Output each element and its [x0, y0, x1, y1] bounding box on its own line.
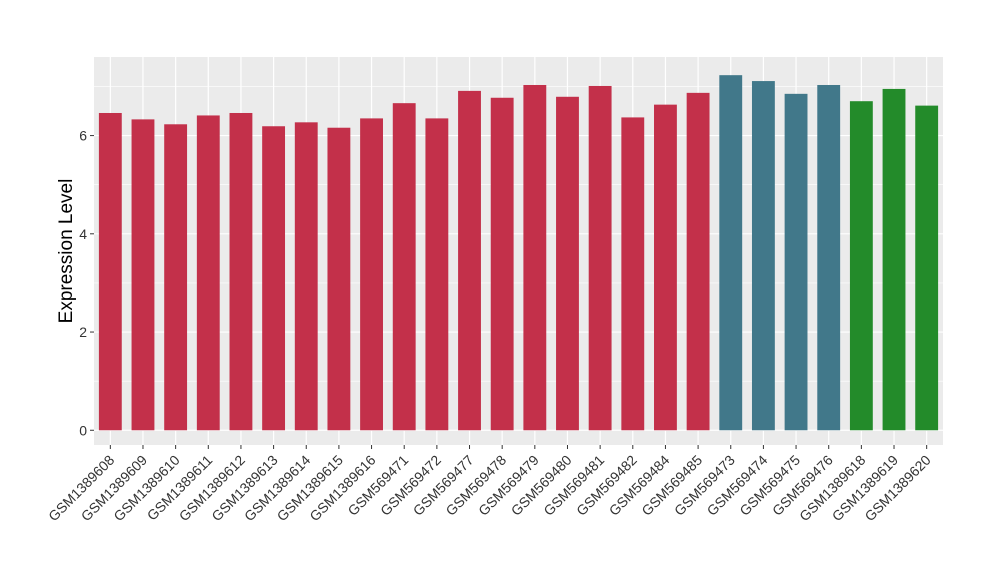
bar-GSM1389609: [131, 119, 155, 431]
bar-GSM1389613: [262, 126, 286, 431]
y-tick-label: 6: [79, 128, 87, 144]
bar-GSM569472: [425, 118, 449, 431]
bar-GSM569479: [523, 84, 547, 431]
bar-GSM569474: [751, 81, 775, 431]
y-axis-title: Expression Level: [56, 179, 77, 324]
x-axis: GSM1389608GSM1389609GSM1389610GSM1389611…: [45, 445, 934, 524]
bar-GSM1389619: [882, 88, 906, 431]
bar-GSM569484: [654, 104, 677, 431]
bar-GSM569471: [392, 103, 416, 431]
plot-panel: [94, 57, 943, 445]
bar-GSM569473: [719, 75, 743, 431]
bar-GSM1389618: [849, 101, 873, 431]
bar-GSM569480: [556, 96, 579, 431]
bar-GSM1389620: [915, 105, 939, 431]
bar-GSM569482: [621, 117, 645, 431]
bar-GSM1389614: [294, 122, 318, 431]
bar-GSM569478: [490, 97, 514, 431]
bars: [98, 75, 939, 431]
bar-GSM569481: [588, 85, 612, 431]
y-tick-label: 0: [79, 422, 87, 438]
y-axis: 0 2 4 6: [79, 128, 94, 438]
bar-GSM1389608: [98, 112, 122, 431]
bar-GSM569475: [784, 93, 808, 431]
bar-GSM569485: [686, 92, 710, 431]
bar-GSM569476: [817, 84, 841, 431]
bar-GSM1389615: [327, 127, 351, 431]
bar-GSM1389611: [196, 115, 220, 431]
bar-GSM569477: [458, 90, 481, 431]
bar-GSM1389616: [360, 118, 383, 431]
y-tick-label: 4: [79, 226, 87, 242]
bar-GSM1389612: [229, 112, 253, 431]
bar-GSM1389610: [164, 124, 188, 431]
y-tick-label: 2: [79, 324, 87, 340]
